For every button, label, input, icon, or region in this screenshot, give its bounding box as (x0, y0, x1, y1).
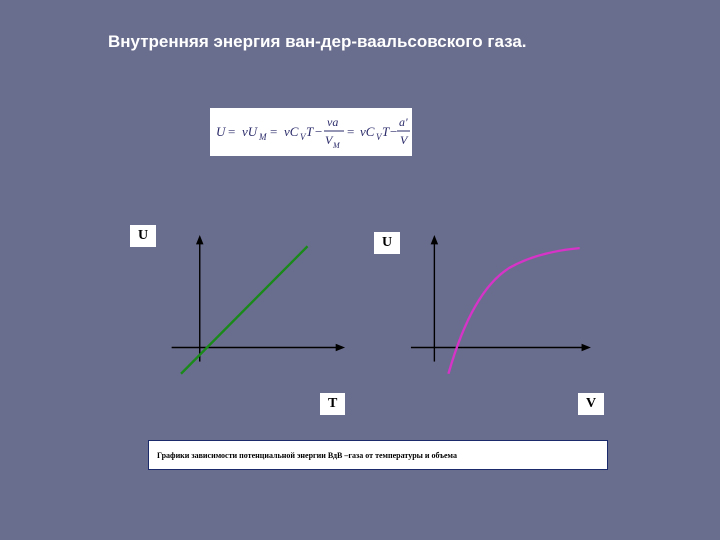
chart2-curve (448, 248, 579, 374)
svg-text:T: T (306, 124, 314, 139)
svg-text:νC: νC (360, 124, 375, 139)
svg-text:T: T (382, 124, 390, 139)
page-title: Внутренняя энергия ван-дер-ваальсовского… (108, 32, 527, 52)
svg-text:M: M (258, 132, 267, 142)
svg-text:M: M (332, 141, 341, 150)
caption-text: Графики зависимости потенциальной энерги… (157, 451, 457, 460)
svg-text:−: − (315, 124, 322, 139)
chart1-x-label: T (320, 393, 345, 415)
caption-box: Графики зависимости потенциальной энерги… (148, 440, 608, 470)
chart2-y-label: U (374, 232, 400, 254)
svg-text:U: U (216, 124, 227, 139)
svg-text:a': a' (399, 115, 408, 129)
chart-u-vs-t (156, 235, 356, 385)
svg-text:=: = (270, 124, 277, 139)
svg-text:=: = (228, 124, 235, 139)
chart1-y-label: U (130, 225, 156, 247)
svg-text:νU: νU (242, 124, 259, 139)
svg-text:V: V (400, 133, 409, 147)
chart2-x-label: V (578, 393, 604, 415)
svg-text:νa: νa (327, 115, 338, 129)
svg-text:νC: νC (284, 124, 299, 139)
svg-text:=: = (347, 124, 354, 139)
formula-svg: U = νU M = νC V T − νa V M = νC V T − a'… (210, 108, 412, 156)
svg-text:−: − (390, 124, 397, 139)
formula-box: U = νU M = νC V T − νa V M = νC V T − a'… (210, 108, 412, 156)
chart-u-vs-v (400, 235, 600, 385)
